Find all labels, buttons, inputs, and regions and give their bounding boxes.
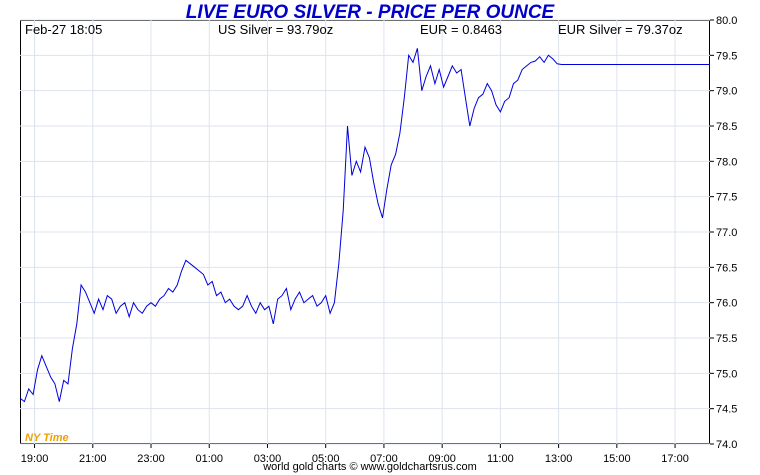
y-tick-label: 76.0	[716, 298, 737, 310]
x-tick-label: 03:00	[254, 453, 282, 465]
y-tick-label: 76.5	[716, 262, 737, 274]
price-series-line	[19, 48, 710, 403]
x-tick-label: 01:00	[195, 453, 223, 465]
header-eur-rate: EUR = 0.8463	[420, 22, 503, 37]
header-datetime: Feb-27 18:05	[25, 22, 103, 37]
y-tick-label: 74.0	[716, 439, 737, 451]
y-tick-label: 74.5	[716, 404, 737, 416]
x-tick-label: 23:00	[137, 453, 165, 465]
y-tick-label: 78.0	[716, 156, 737, 168]
x-tick-label: 11:00	[487, 453, 514, 465]
timezone-label: NY Time	[25, 432, 69, 444]
x-tick-label: 21:00	[79, 453, 107, 465]
x-tick-label: 15:00	[603, 453, 631, 465]
x-tick-label: 07:00	[370, 453, 398, 465]
x-tick-label: 17:00	[661, 453, 689, 465]
y-tick-label: 75.5	[716, 333, 737, 345]
y-tick-label: 77.5	[716, 192, 737, 204]
chart-footer: world gold charts © www.goldchartsrus.co…	[263, 461, 477, 473]
x-axis: 19:00 21:00 23:00 01:00 03:00 05:00 07:00 09:00…	[21, 444, 689, 465]
x-tick-label: 13:00	[545, 453, 573, 465]
x-tick-label: 09:00	[428, 453, 456, 465]
chart-title: LIVE EURO SILVER - PRICE PER OUNCE	[185, 2, 555, 23]
header-us-silver: US Silver = 93.79oz	[218, 22, 334, 37]
y-tick-label: 78.5	[716, 121, 737, 133]
x-tick-label: 05:00	[312, 453, 340, 465]
header-eur-silver: EUR Silver = 79.37oz	[558, 22, 683, 37]
y-axis: 74.0 74.5 75.0 75.5 76.0 76.5 77.0 77.5 78.0 78.5…	[710, 15, 737, 451]
y-tick-label: 79.0	[716, 86, 737, 98]
y-tick-label: 79.5	[716, 50, 737, 62]
x-tick-label: 19:00	[21, 453, 49, 465]
y-tick-label: 75.0	[716, 368, 737, 380]
y-tick-label: 77.0	[716, 227, 737, 239]
y-tick-label: 80.0	[716, 15, 737, 27]
grid-lines	[20, 19, 710, 445]
